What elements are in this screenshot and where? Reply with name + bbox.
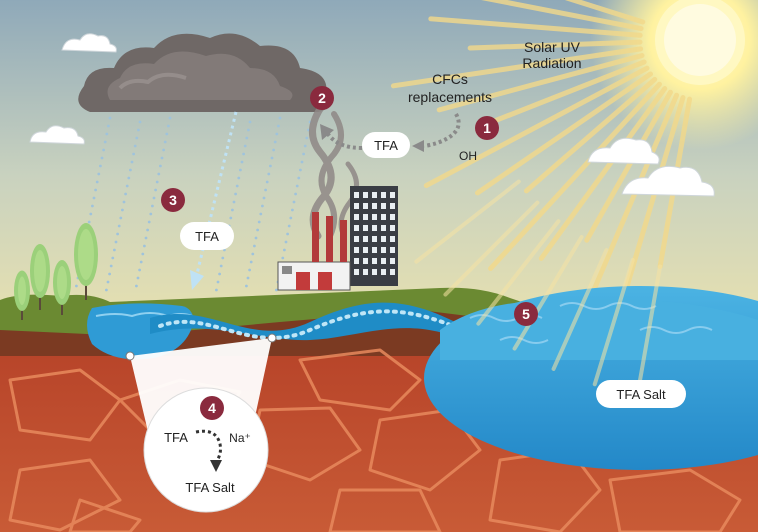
tfa-zoom-label: TFA	[164, 430, 188, 445]
step-badge-2: 2	[310, 86, 334, 110]
factory-icon	[277, 186, 398, 291]
svg-text:3: 3	[169, 192, 177, 208]
rain	[75, 116, 312, 292]
zoom-callout	[125, 333, 277, 513]
tfa-to-cloud-arrow	[320, 124, 363, 150]
oh-label: OH	[459, 149, 477, 163]
tfa-salt-lake-bubble	[596, 380, 686, 408]
sodium-ion-label: Na⁺	[229, 431, 251, 445]
tfa-rain-bubble	[180, 222, 234, 250]
solar-uv-label-line1: Solar UV	[524, 39, 581, 55]
svg-text:2: 2	[318, 90, 326, 106]
salt-formation-arrow	[195, 429, 222, 472]
svg-text:4: 4	[208, 400, 216, 416]
tfa-air-bubble	[362, 132, 410, 158]
tfa-salt-zoom-label: TFA Salt	[185, 480, 235, 495]
cfc-label-line1: CFCs	[432, 71, 468, 87]
svg-text:5: 5	[522, 306, 530, 322]
tfa-rain-label: TFA	[195, 229, 219, 244]
tfa-air-label: TFA	[374, 138, 398, 153]
tfa-salt-lake-label: TFA Salt	[616, 387, 666, 402]
step-badge-1: 1	[475, 116, 499, 140]
tfa-rain-arrow	[190, 111, 238, 290]
step-badge-4: 4	[200, 396, 224, 420]
white-cloud-icon	[29, 33, 715, 197]
solar-uv-label-line2: Radiation	[522, 55, 581, 71]
river-flow-arrow	[158, 309, 482, 340]
cfc-label-line2: replacements	[408, 89, 492, 105]
tree-icon	[14, 223, 98, 320]
step-badge-5: 5	[514, 302, 538, 326]
storm-cloud-icon	[78, 33, 330, 112]
step-badge-3: 3	[161, 188, 185, 212]
cfc-to-tfa-arrow	[412, 113, 461, 152]
svg-text:1: 1	[483, 120, 491, 136]
